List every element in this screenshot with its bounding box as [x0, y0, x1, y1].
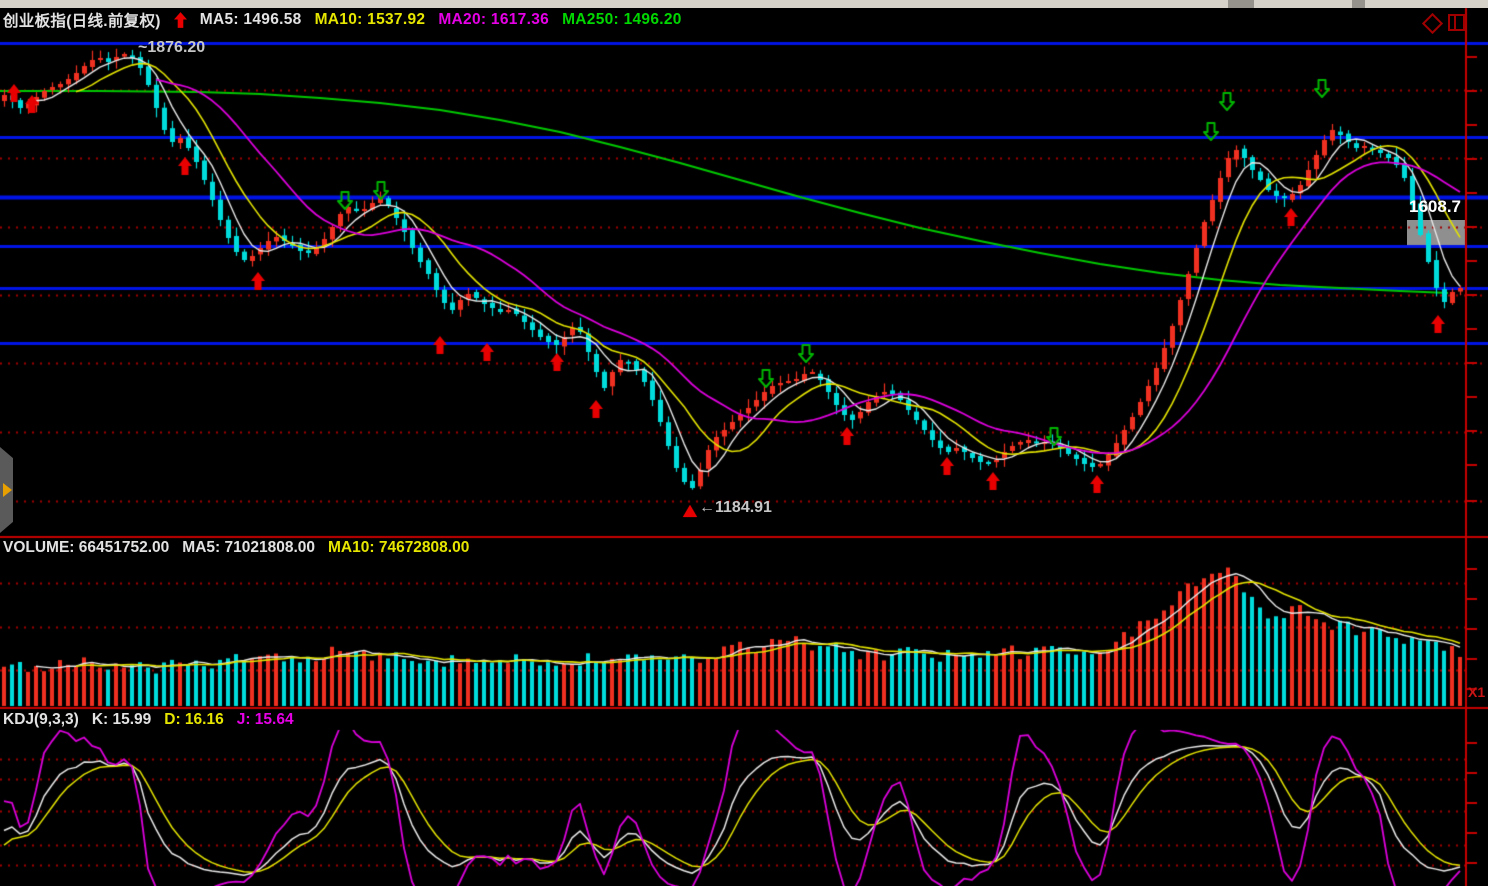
volume-pane-header: VOLUME: 66451752.00 MA5: 71021808.00 MA1…	[3, 539, 469, 557]
high-price-annotation: ~1876.20	[138, 39, 206, 56]
window-top-strip	[0, 0, 1488, 8]
ma5-value: MA5: 1496.58	[199, 11, 302, 28]
volume-scale-label: X1	[1468, 684, 1486, 700]
kdj-indicator-label: KDJ(9,3,3)	[3, 711, 79, 728]
axis-price-label: 1608.7	[1409, 197, 1461, 216]
window-strip-notch	[1352, 0, 1365, 8]
volume-ma10-value: MA10: 74672808.00	[328, 539, 470, 556]
volume-ma5-value: MA5: 71021808.00	[182, 539, 316, 556]
ma10-value: MA10: 1537.92	[314, 11, 426, 28]
ma20-value: MA20: 1617.36	[438, 11, 550, 28]
ma250-value: MA250: 1496.20	[562, 11, 682, 28]
split-window-divider	[1450, 16, 1456, 29]
split-window-icon[interactable]	[1448, 14, 1465, 31]
kdj-pane-header: KDJ(9,3,3) K: 15.99 D: 16.16 J: 15.64	[3, 711, 294, 729]
kdj-j-value: J: 15.64	[236, 711, 294, 728]
kdj-k-value: K: 15.99	[91, 711, 152, 728]
kdj-d-value: D: 16.16	[164, 711, 224, 728]
volume-value: VOLUME: 66451752.00	[3, 539, 170, 556]
low-price-annotation: ←1184.91	[699, 499, 772, 516]
low-marker-icon	[683, 505, 697, 517]
trend-up-arrow-icon	[173, 12, 187, 28]
instrument-title: 创业板指(日线.前复权)	[3, 13, 161, 30]
expand-arrow-icon	[3, 483, 12, 497]
main-chart-header: 创业板指(日线.前复权) MA5: 1496.58 MA10: 1537.92 …	[3, 9, 682, 31]
window-strip-notch	[1228, 0, 1254, 8]
